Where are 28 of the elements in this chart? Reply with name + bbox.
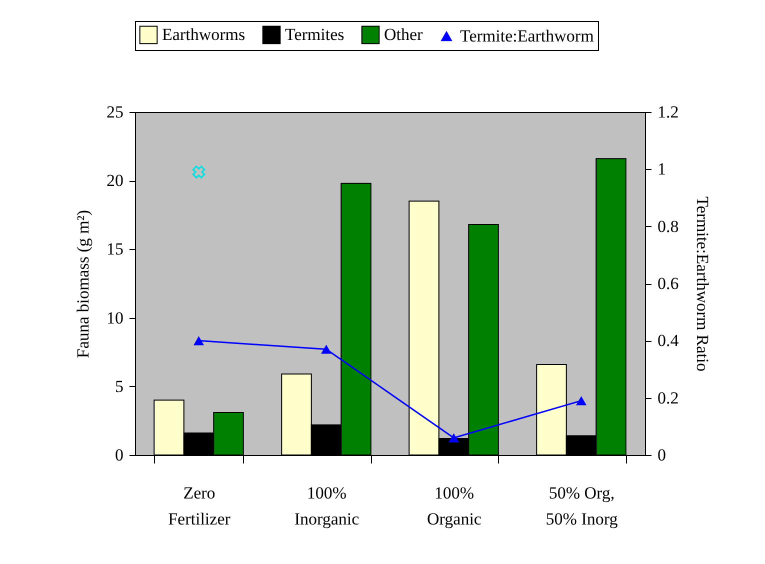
point — [448, 433, 459, 442]
x-tick-label: 100% Organic — [427, 484, 482, 528]
legend-label: Other — [384, 24, 424, 44]
y2-tick-label: 0.6 — [658, 274, 679, 293]
legend-label: Termite:Earthworm — [460, 26, 594, 46]
legend-label: Earthworms — [162, 24, 246, 44]
x-tick-label: 50% Org, 50% Inorg — [546, 484, 618, 528]
y-tick-label: 5 — [115, 376, 124, 396]
point — [192, 166, 206, 178]
y2-tick-label: 0 — [658, 446, 666, 464]
y2-tick-label: 0.2 — [658, 388, 679, 408]
x-tick-label: 100% Inorganic — [294, 484, 360, 528]
y-tick-label: 25 — [106, 102, 124, 122]
legend-label: Termites — [285, 24, 344, 44]
point — [576, 396, 586, 406]
y2-tick-label: 1 — [658, 160, 666, 179]
y2-tick-label: 0.8 — [658, 216, 679, 236]
y2-tick-label: 0.4 — [658, 331, 680, 350]
y-axis-title: Fauna biomass (g m²) — [74, 210, 92, 358]
y-tick-label: 15 — [106, 240, 124, 259]
point — [321, 344, 332, 354]
y-tick-label: 0 — [115, 446, 124, 464]
y-tick-label: 20 — [106, 171, 124, 190]
x-tick-label: Zero Fertilizer — [168, 484, 231, 528]
point — [194, 336, 204, 346]
y2-axis-title: Termite:Earthworm Ratio — [692, 196, 712, 372]
y2-tick-label: 1.2 — [658, 102, 679, 122]
y-tick-label: 10 — [106, 308, 124, 328]
